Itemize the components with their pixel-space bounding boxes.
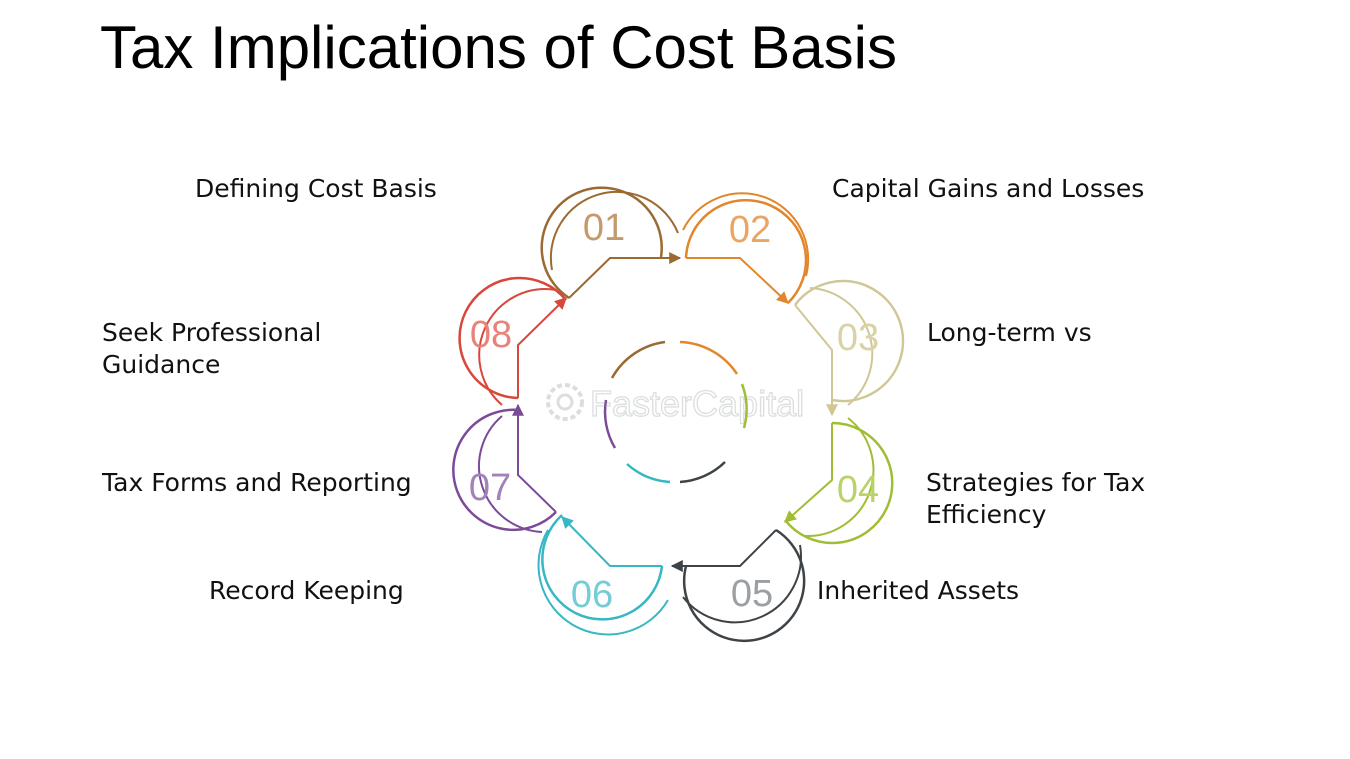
step-ring-02	[684, 199, 808, 304]
watermark-gear-icon	[546, 383, 584, 421]
step-ring-06	[541, 514, 664, 621]
step-node-05: 05	[670, 528, 806, 643]
step-number-05: 05	[731, 573, 773, 615]
step-number-01: 01	[583, 207, 625, 249]
step-arrow-04	[784, 423, 833, 523]
step-label-04-line-2: Efficiency	[926, 500, 1047, 529]
step-arrow-03	[794, 304, 838, 417]
step-ring-outer-03	[809, 287, 874, 406]
step-number-08: 08	[470, 314, 512, 356]
step-ring-outer-07	[478, 415, 543, 533]
step-number-04: 04	[837, 469, 879, 511]
step-label-04-line-1: Strategies for Tax	[926, 468, 1146, 497]
watermark-text: FasterCapital	[590, 383, 804, 424]
step-ring-outer-02	[682, 192, 810, 277]
inner-ring-arc-07	[603, 399, 617, 449]
step-ring-outer-01	[549, 190, 679, 271]
step-label-04: Strategies for Tax Efficiency	[926, 467, 1145, 531]
step-label-08-line-1: Seek Professional	[102, 318, 322, 347]
watermark: FasterCapital	[546, 382, 805, 425]
inner-ring-arc-06	[626, 463, 671, 484]
step-node-01: 01	[540, 186, 682, 300]
step-number-03: 03	[837, 317, 879, 359]
step-arrow-08	[517, 297, 567, 398]
step-node-07: 07	[452, 403, 557, 533]
step-node-04: 04	[784, 417, 894, 545]
step-arrow-06	[561, 516, 662, 567]
step-label-07: Tax Forms and Reporting	[102, 468, 412, 497]
step-ring-outer-06	[537, 529, 669, 636]
step-ring-03	[794, 279, 905, 403]
step-label-05: Inherited Assets	[817, 576, 1020, 605]
step-number-07: 07	[469, 467, 511, 509]
step-label-01: Defining Cost Basis	[195, 174, 437, 203]
step-label-03: Long-term vs	[927, 318, 1092, 347]
step-ring-04	[784, 421, 894, 545]
step-label-08: Seek Professional Guidance	[102, 317, 321, 381]
step-node-08: 08	[458, 276, 567, 406]
step-ring-08	[458, 276, 567, 400]
step-number-02: 02	[729, 209, 771, 251]
step-ring-outer-04	[804, 417, 875, 538]
step-node-02: 02	[682, 192, 810, 304]
step-label-08-line-2: Guidance	[102, 350, 221, 379]
step-number-06: 06	[571, 574, 613, 616]
step-ring-01	[540, 186, 663, 300]
step-ring-outer-05	[682, 544, 802, 624]
inner-ring-arc-05	[679, 461, 726, 484]
page-title: Tax Implications of Cost Basis	[100, 14, 897, 81]
inner-ring-arc-04	[740, 383, 748, 429]
step-arrow-07	[512, 403, 557, 513]
step-node-06: 06	[537, 514, 669, 636]
step-arrow-01	[568, 252, 682, 299]
step-ring-outer-08	[478, 288, 557, 406]
step-label-02: Capital Gains and Losses	[832, 174, 1145, 203]
inner-ring	[603, 340, 748, 484]
step-node-03: 03	[794, 279, 905, 417]
step-label-06: Record Keeping	[209, 576, 404, 605]
inner-ring-arc-02	[679, 340, 739, 375]
watermark-gear-hub-icon	[556, 393, 574, 411]
step-arrow-02	[686, 257, 789, 304]
step-arrow-05	[670, 529, 777, 572]
inner-ring-arc-01	[610, 340, 666, 379]
